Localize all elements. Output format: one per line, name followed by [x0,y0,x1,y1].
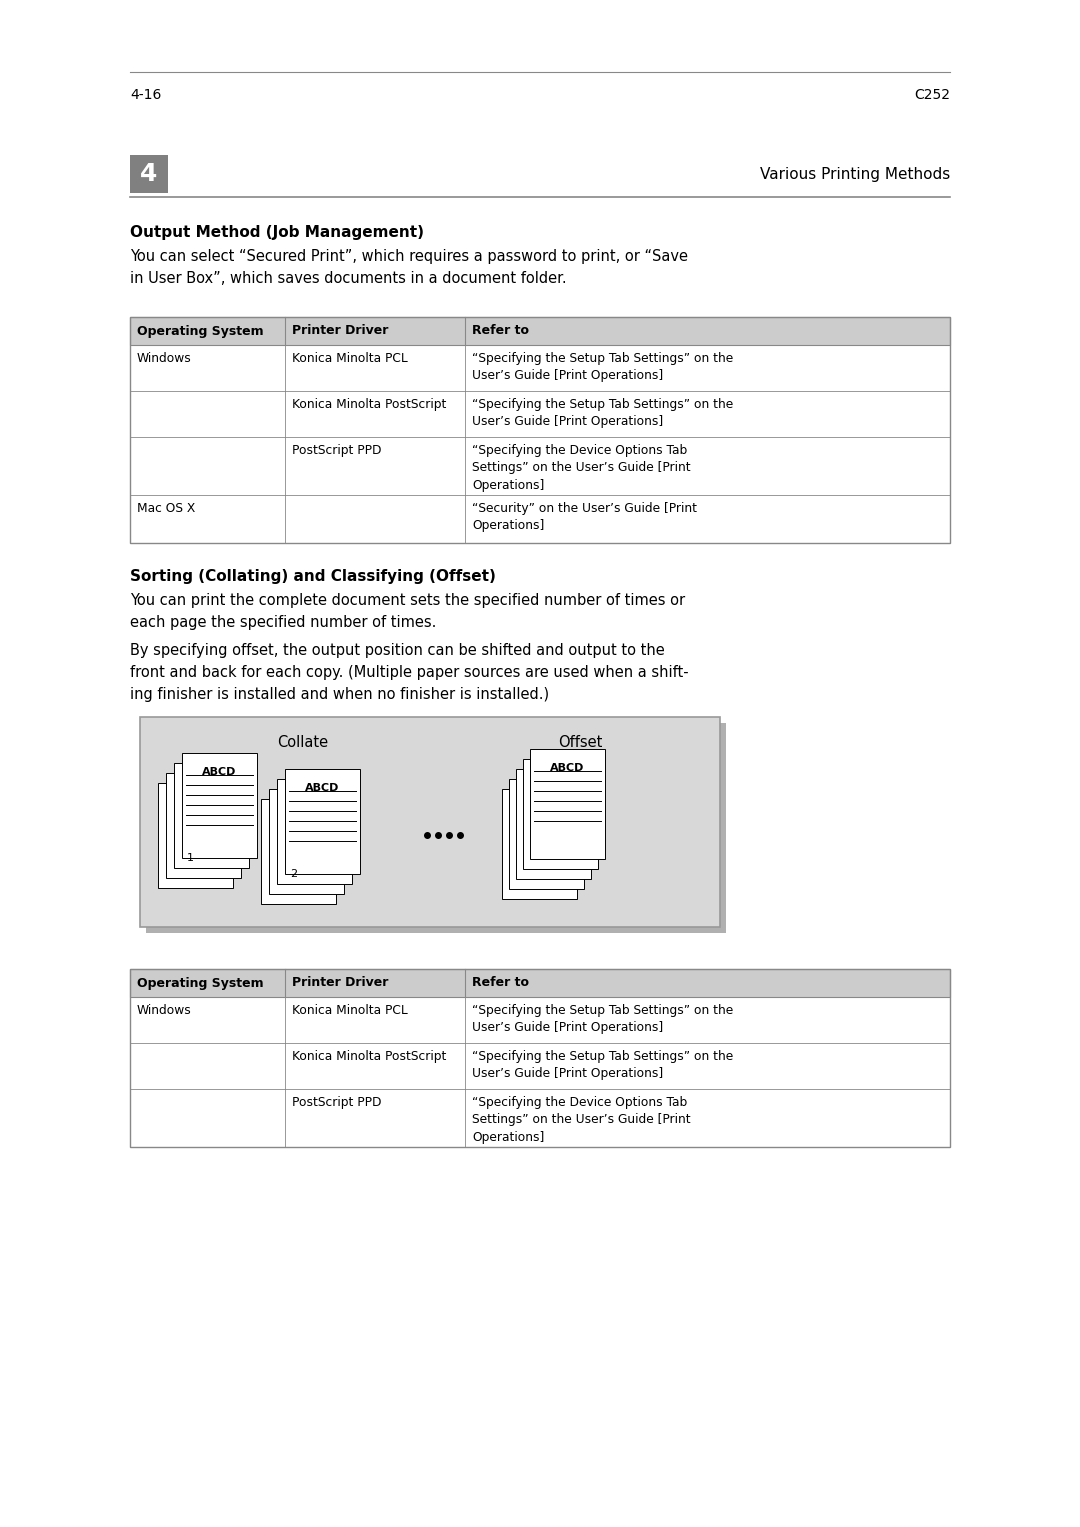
Text: “Security” on the User’s Guide [Print
Operations]: “Security” on the User’s Guide [Print Op… [472,502,697,533]
Bar [130,437,950,495]
Text: Operating System: Operating System [137,325,264,337]
Bar [130,391,950,437]
Text: Various Printing Methods: Various Printing Methods [759,166,950,182]
Text: Printer Driver: Printer Driver [292,325,389,337]
Text: “Specifying the Device Options Tab
Settings” on the User’s Guide [Print
Operatio: “Specifying the Device Options Tab Setti… [472,1096,690,1144]
Bar [502,789,577,899]
Text: Printer Driver: Printer Driver [292,976,389,989]
Text: Refer to: Refer to [472,325,529,337]
Bar [530,750,605,860]
Text: Offset: Offset [558,734,603,750]
Bar [130,1089,950,1147]
Text: 2: 2 [291,869,297,880]
Text: You can select “Secured Print”, which requires a password to print, or “Save
in : You can select “Secured Print”, which re… [130,249,688,286]
Text: PostScript PPD: PostScript PPD [292,444,381,457]
Text: Sorting (Collating) and Classifying (Offset): Sorting (Collating) and Classifying (Off… [130,570,496,583]
Bar [130,970,950,997]
Bar [509,779,584,889]
Text: ABCD: ABCD [306,783,340,793]
Text: “Specifying the Setup Tab Settings” on the
User’s Guide [Print Operations]: “Specifying the Setup Tab Settings” on t… [472,353,733,382]
Bar [130,1043,950,1089]
Text: Mac OS X: Mac OS X [137,502,195,515]
Bar [276,779,352,884]
Bar [146,722,726,933]
Bar [130,997,950,1043]
Text: 1: 1 [187,854,194,863]
Text: Output Method (Job Management): Output Method (Job Management) [130,224,424,240]
Text: Konica Minolta PCL: Konica Minolta PCL [292,353,408,365]
Bar [130,970,950,1147]
Text: By specifying offset, the output position can be shifted and output to the
front: By specifying offset, the output positio… [130,643,689,702]
Text: Windows: Windows [137,353,192,365]
Text: “Specifying the Setup Tab Settings” on the
User’s Guide [Print Operations]: “Specifying the Setup Tab Settings” on t… [472,1051,733,1081]
Bar [269,789,345,893]
Text: 4-16: 4-16 [130,89,161,102]
Text: 4: 4 [140,162,158,186]
Text: You can print the complete document sets the specified number of times or
each p: You can print the complete document sets… [130,592,685,631]
Text: Konica Minolta PostScript: Konica Minolta PostScript [292,399,446,411]
Text: PostScript PPD: PostScript PPD [292,1096,381,1109]
Bar [130,156,168,192]
Bar [523,759,598,869]
Bar [261,799,336,904]
Bar [130,495,950,544]
Text: Konica Minolta PostScript: Konica Minolta PostScript [292,1051,446,1063]
Bar [174,764,249,867]
Text: “Specifying the Setup Tab Settings” on the
User’s Guide [Print Operations]: “Specifying the Setup Tab Settings” on t… [472,399,733,429]
Text: ABCD: ABCD [202,767,237,777]
Text: C252: C252 [914,89,950,102]
Bar [140,718,720,927]
Text: “Specifying the Device Options Tab
Settings” on the User’s Guide [Print
Operatio: “Specifying the Device Options Tab Setti… [472,444,690,492]
Bar [166,773,241,878]
Bar [183,753,257,858]
Text: Collate: Collate [276,734,328,750]
Bar [285,770,360,873]
Bar [130,345,950,391]
Text: Operating System: Operating System [137,976,264,989]
Text: Windows: Windows [137,1003,192,1017]
Bar [130,318,950,544]
Text: ABCD: ABCD [551,764,584,773]
Text: “Specifying the Setup Tab Settings” on the
User’s Guide [Print Operations]: “Specifying the Setup Tab Settings” on t… [472,1003,733,1034]
Text: Konica Minolta PCL: Konica Minolta PCL [292,1003,408,1017]
Bar [130,318,950,345]
Text: Refer to: Refer to [472,976,529,989]
Bar [158,783,233,889]
Bar [516,770,591,880]
